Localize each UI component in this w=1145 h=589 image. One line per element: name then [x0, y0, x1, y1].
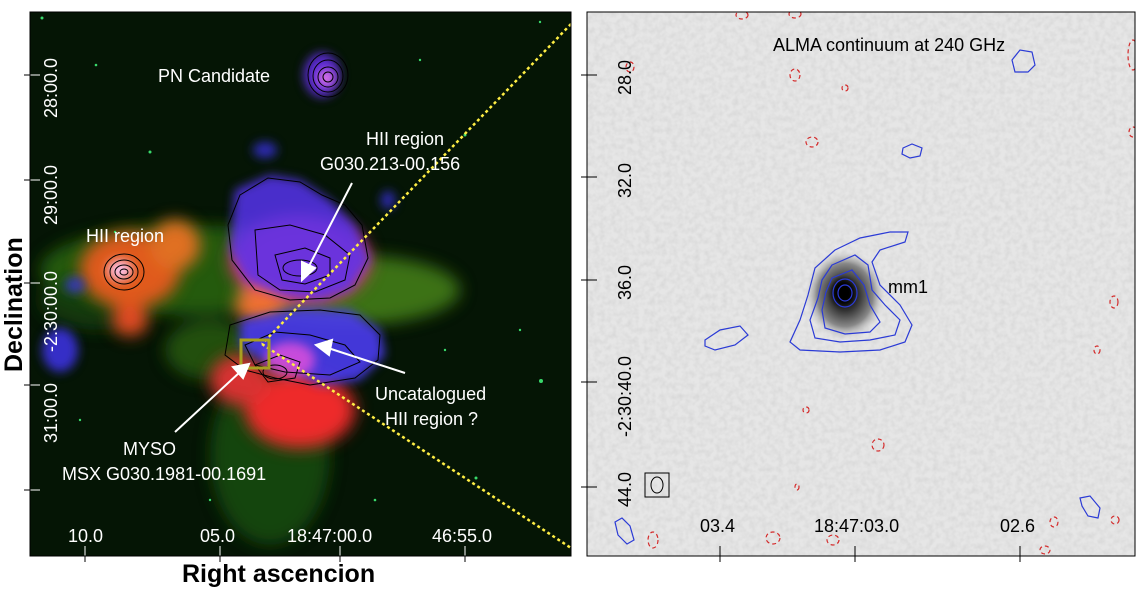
left-x-tick-3: 18:47:00.0 — [287, 526, 372, 546]
right-y-tick-3: 36.0 — [615, 265, 635, 300]
left-y-tick-1: 28:00.0 — [41, 58, 61, 118]
alma-title: ALMA continuum at 240 GHz — [773, 35, 1005, 55]
left-panel-frame — [29, 11, 572, 557]
label-hii-main-line2: G030.213-00.156 — [320, 154, 460, 174]
left-frame-outer-ticks — [24, 74, 466, 562]
label-myso-line1: MYSO — [123, 439, 176, 459]
right-x-tick-3: 02.6 — [1000, 516, 1035, 536]
label-myso-line2: MSX G030.1981-00.1691 — [62, 464, 266, 484]
right-y-tick-1: 28.0 — [615, 60, 635, 95]
slit-line-upper — [261, 23, 571, 345]
left-y-tick-3: -2:30:00.0 — [41, 271, 61, 352]
positive-contours — [614, 49, 1101, 545]
right-frame-outer-ticks — [581, 74, 1021, 562]
radio-contours — [103, 52, 381, 386]
left-y-tick-2: 29:00.0 — [41, 165, 61, 225]
left-ticks — [30, 74, 466, 556]
y-axis-title: Declination — [0, 237, 28, 372]
annotation-arrows — [174, 182, 406, 433]
left-x-tick-2: 05.0 — [200, 526, 235, 546]
right-ticks — [587, 74, 1021, 556]
right-image-panel: ALMA continuum at 240 GHz mm1 03.4 18:47… — [587, 12, 1135, 556]
left-y-tick-4: 31:00.0 — [41, 383, 61, 443]
beam-box — [644, 472, 670, 498]
label-hii-main-line1: HII region — [366, 129, 444, 149]
left-x-tick-1: 10.0 — [68, 526, 103, 546]
label-hii-west: HII region — [86, 226, 164, 246]
slit-line-lower — [261, 342, 571, 550]
right-x-tick-1: 03.4 — [700, 516, 735, 536]
left-x-tick-4: 46:55.0 — [432, 526, 492, 546]
right-y-tick-5: 44.0 — [615, 472, 635, 507]
right-y-tick-4: -2:30:40.0 — [615, 356, 635, 437]
right-y-tick-2: 32.0 — [615, 163, 635, 198]
label-mm1: mm1 — [888, 277, 928, 297]
blue-emission — [42, 53, 395, 385]
beam-ellipse — [650, 476, 664, 494]
negative-contours — [625, 12, 1135, 555]
right-x-tick-2: 18:47:03.0 — [814, 516, 899, 536]
left-image-panel: PN Candidate HII region G030.213-00.156 … — [30, 12, 571, 556]
right-panel-frame — [586, 11, 1136, 557]
label-uncatalogued-line2: HII region ? — [385, 409, 478, 429]
field-stars — [40, 16, 543, 502]
x-axis-title: Right ascencion — [182, 560, 375, 588]
myso-box-marker — [239, 338, 271, 370]
label-uncatalogued-line1: Uncatalogued — [375, 384, 486, 404]
label-pn-candidate: PN Candidate — [158, 66, 270, 86]
